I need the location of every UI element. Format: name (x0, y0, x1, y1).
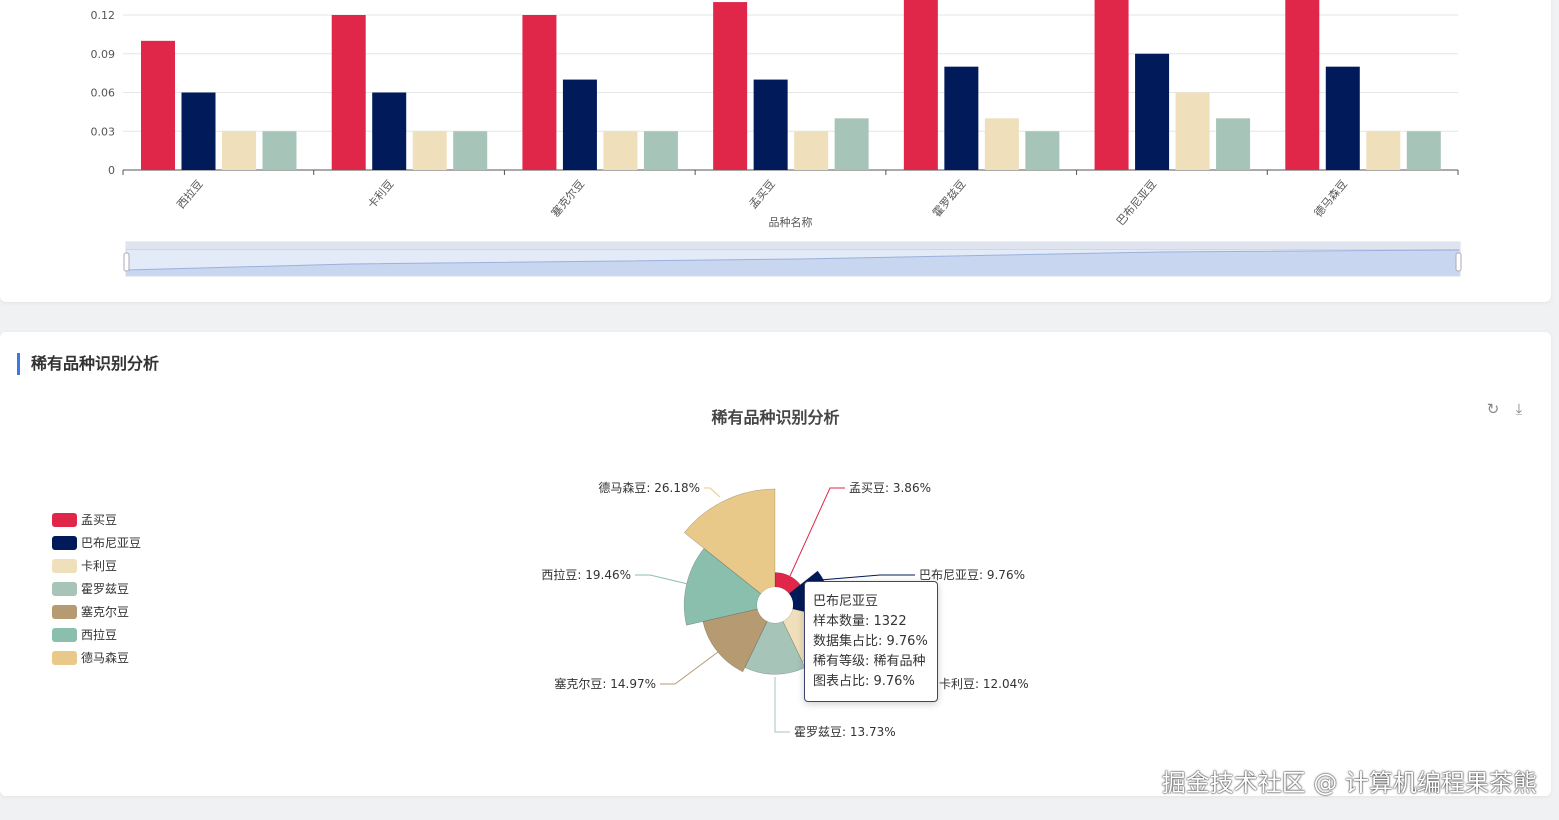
legend-label: 西拉豆 (81, 628, 118, 642)
section-title: 稀有品种识别分析 (17, 353, 159, 375)
legend-item[interactable]: 德马森豆 (52, 646, 141, 669)
chart-tooltip: 巴布尼亚豆 样本数量: 1322 数据集占比: 9.76% 稀有等级: 稀有品种… (804, 581, 938, 702)
x-tick-label: 卡利豆 (365, 178, 396, 212)
y-tick-label: 0 (108, 164, 115, 177)
bar[interactable] (984, 118, 1019, 170)
download-icon[interactable]: ⤓ (1515, 400, 1523, 418)
legend-item[interactable]: 孟买豆 (52, 508, 141, 531)
legend-item[interactable]: 卡利豆 (52, 554, 141, 577)
bar[interactable] (262, 131, 297, 170)
label-line (819, 574, 915, 581)
datazoom-bar (126, 242, 1460, 249)
pie-legend: 孟买豆巴布尼亚豆卡利豆霍罗兹豆塞克尔豆西拉豆德马森豆 (52, 508, 141, 669)
legend-item[interactable]: 霍罗兹豆 (52, 577, 141, 600)
legend-item[interactable]: 西拉豆 (52, 623, 141, 646)
bar[interactable] (834, 118, 869, 170)
legend-swatch (52, 512, 77, 527)
legend-item[interactable]: 塞克尔豆 (52, 600, 141, 623)
bar[interactable] (181, 92, 216, 171)
bar[interactable] (453, 131, 488, 170)
legend-swatch (52, 535, 77, 550)
label-line (774, 677, 790, 733)
legend-label: 塞克尔豆 (81, 605, 130, 619)
bar[interactable] (794, 131, 829, 170)
bar[interactable] (1175, 92, 1210, 171)
chart-title: 稀有品种识别分析 (711, 408, 840, 427)
label-line (660, 651, 719, 685)
slice-label: 霍罗兹豆: 13.73% (794, 725, 896, 739)
bar[interactable] (1025, 131, 1060, 170)
bar[interactable] (603, 131, 638, 170)
bar[interactable] (713, 2, 748, 171)
datazoom-preview (127, 250, 1459, 270)
slice-label: 孟买豆: 3.86% (849, 481, 931, 495)
bar[interactable] (753, 79, 788, 170)
legend-swatch (52, 581, 77, 596)
datazoom-handle[interactable] (123, 252, 130, 272)
legend-swatch (52, 604, 77, 619)
bar[interactable] (1366, 131, 1401, 170)
y-tick-label: 0.03 (91, 125, 116, 138)
bar[interactable] (222, 131, 256, 170)
bar[interactable] (141, 40, 175, 171)
tooltip-title: 巴布尼亚豆 (813, 594, 879, 609)
rare-variety-card: 稀有品种识别分析 稀有品种识别分析 ↻ ⤓ 孟买豆 巴布尼亚豆 卡利豆 霍罗兹豆 塞克尔… (0, 332, 1551, 796)
x-tick-label: 霍罗兹豆 (930, 178, 968, 220)
bar[interactable] (1406, 131, 1441, 170)
tooltip-sample-count: 样本数量: 1322 (813, 614, 907, 629)
bar-chart-card: 0 0.03 0.06 0.09 0.12 西拉豆 卡利豆 塞克尔豆 孟买豆 霍罗兹豆 巴布尼亚豆 德… (0, 0, 1551, 302)
bar[interactable] (1325, 66, 1360, 170)
legend-swatch (52, 650, 77, 665)
bar[interactable] (331, 15, 366, 170)
refresh-icon[interactable]: ↻ (1486, 400, 1500, 418)
bar[interactable] (1094, 0, 1129, 170)
x-axis-title: 品种名称 (769, 215, 813, 229)
legend-label: 卡利豆 (81, 559, 118, 573)
bar[interactable] (643, 131, 678, 170)
x-tick-label: 孟买豆 (747, 178, 778, 212)
legend-item[interactable]: 巴布尼亚豆 (52, 531, 141, 554)
watermark: 掘金技术社区 @ 计算机编程果茶熊 (1161, 769, 1537, 797)
pie-slice[interactable] (774, 572, 801, 595)
y-tick-label: 0.09 (91, 48, 116, 61)
slice-label: 德马森豆: 26.18% (598, 480, 700, 495)
legend-label: 孟买豆 (81, 513, 118, 527)
x-tick-label: 西拉豆 (174, 177, 206, 211)
y-tick-label: 0.12 (91, 9, 116, 22)
bar-chart: 0 0.03 0.06 0.09 0.12 西拉豆 卡利豆 塞克尔豆 孟买豆 霍罗兹豆 巴布尼亚豆 德… (91, 0, 1462, 277)
bar[interactable] (1285, 0, 1320, 170)
label-line (704, 487, 721, 498)
bar[interactable] (1135, 53, 1170, 170)
bar[interactable] (903, 0, 938, 170)
x-tick-label: 巴布尼亚豆 (1114, 178, 1159, 228)
bar[interactable] (1216, 118, 1251, 170)
legend-label: 德马森豆 (81, 651, 130, 665)
tooltip-rarity: 稀有等级: 稀有品种 (813, 654, 926, 669)
legend-label: 巴布尼亚豆 (81, 536, 142, 550)
slice-label: 巴布尼亚豆: 9.76% (919, 568, 1025, 582)
bar[interactable] (944, 66, 979, 170)
bar[interactable] (412, 131, 447, 170)
tooltip-chart-ratio: 图表占比: 9.76% (813, 674, 915, 689)
rose-pie-chart: 孟买豆: 3.86% 巴布尼亚豆: 9.76% 卡利豆: 12.04% 霍罗兹豆: 1… (541, 480, 1029, 739)
y-tick-label: 0.06 (91, 87, 116, 100)
datazoom-handle[interactable] (1455, 252, 1462, 272)
tooltip-dataset-ratio: 数据集占比: 9.76% (813, 634, 928, 649)
bar[interactable] (522, 15, 557, 170)
label-line (635, 574, 689, 585)
legend-swatch (52, 627, 77, 642)
label-line (789, 487, 845, 577)
x-tick-label: 德马森豆 (1311, 177, 1350, 220)
slice-label: 塞克尔豆: 14.97% (554, 676, 656, 691)
pie-hole (757, 587, 793, 623)
bar[interactable] (372, 92, 407, 171)
bar[interactable] (562, 79, 597, 170)
slice-label: 卡利豆: 12.04% (939, 677, 1029, 691)
datazoom-preview-line (126, 249, 1460, 271)
slice-label: 西拉豆: 19.46% (541, 567, 631, 582)
legend-label: 霍罗兹豆 (81, 582, 130, 596)
x-tick-label: 塞克尔豆 (548, 177, 587, 220)
legend-swatch (52, 558, 77, 573)
